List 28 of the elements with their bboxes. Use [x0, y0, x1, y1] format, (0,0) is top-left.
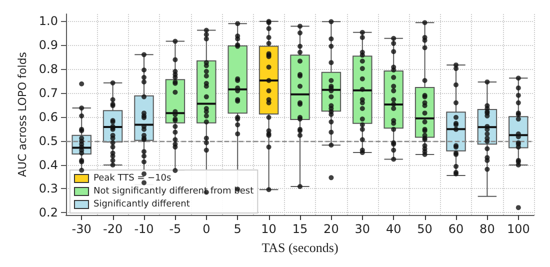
x-tick-label: 30 [354, 222, 370, 236]
x-tick-label: -10 [134, 222, 154, 236]
x-tick-label: 15 [292, 222, 308, 236]
x-tick-label: 0 [202, 222, 210, 236]
legend-label: Peak TTS = −10s [94, 174, 172, 184]
x-tick-label: 80 [480, 222, 495, 236]
y-tick-label: 0.9 [38, 38, 58, 52]
x-tick-label: -30 [72, 222, 92, 236]
x-tick-label: 40 [386, 222, 402, 236]
x-tick-label: -5 [169, 222, 182, 236]
x-axis-title: TAS (seconds) [262, 240, 338, 255]
y-tick-label: 0.3 [38, 182, 58, 196]
x-tick-label: 20 [324, 222, 339, 236]
x-tick-label: 10 [261, 222, 276, 236]
y-axis-title: AUC across LOPO folds [16, 52, 30, 178]
x-tick-label: 60 [448, 222, 464, 236]
y-tick-label: 0.7 [38, 86, 58, 100]
x-tick-label: 50 [417, 222, 432, 236]
y-tick-label: 0.8 [38, 62, 58, 76]
x-tick-label: 5 [234, 222, 242, 236]
y-tick-label: 1.0 [38, 14, 58, 28]
y-tick-label: 0.4 [38, 158, 58, 172]
x-tick-label: 100 [506, 222, 530, 236]
y-tick-label: 0.6 [38, 110, 58, 124]
y-tick-label: 0.5 [38, 134, 58, 148]
legend-label: Significantly different [94, 200, 190, 210]
x-tick-label: -20 [102, 222, 123, 236]
y-tick-label: 0.2 [38, 206, 58, 220]
